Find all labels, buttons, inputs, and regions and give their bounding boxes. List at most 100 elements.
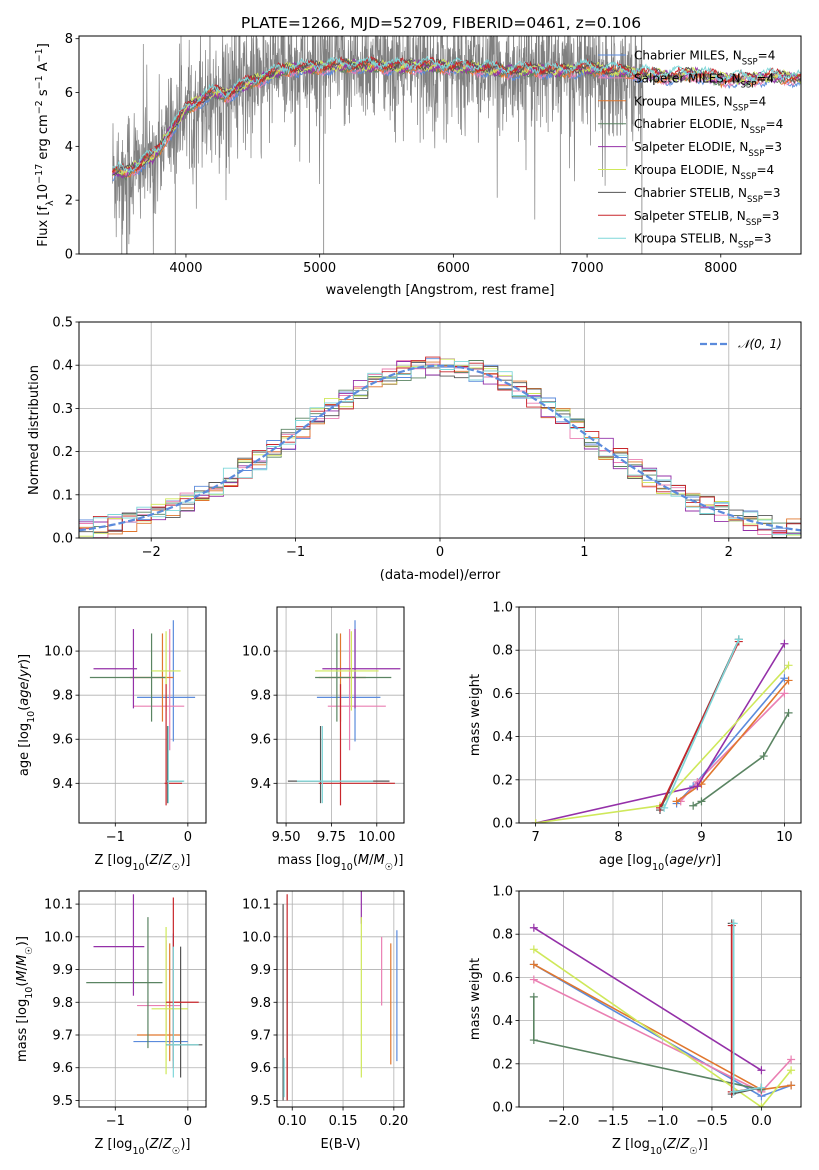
mass-vs-Z-panel-y-label: mass [log10(M/M☉)] [15,936,35,1062]
spectrum-y-label-part: 10 [36,184,51,201]
massweight-vs-age-panel-x-label-part: yr [697,853,713,868]
y-tick-label: 0.4 [52,359,73,374]
residual-histogram-step [79,360,801,538]
spectrum-y-label-part: ] [36,43,51,48]
x-tick-label: −2.0 [548,1114,580,1129]
spectrum-panel-plot-area [111,36,801,254]
y-tick-label: 2 [65,194,73,209]
residual-legend: 𝒩(0, 1) [700,337,782,351]
figure-title: PLATE=1266, MJD=52709, FIBERID=0461, z=0… [241,14,641,32]
y-tick-label: 0.4 [492,730,513,745]
spectrum-y-label: Flux [fλ10−17 erg cm−2 s−1 A−1] [34,43,56,247]
mass-vs-ebv-panel: 0.10 0.15 0.20 9.5 9.6 9.7 9.8 9.9 10.0 10.1 E(B-V… [242,890,408,1152]
massweight-vs-Z-panel-x-label-part: )] [698,1137,708,1152]
x-tick-label: 10 [776,830,793,845]
mass-weight-marker [529,960,538,969]
mass-vs-Z-panel-y-label-part: ( [15,982,30,987]
spectrum-x-label: wavelength [Angstrom, rest frame] [326,283,555,298]
x-tick-label: 0 [436,545,444,560]
mass-weight-marker [780,689,789,698]
y-tick-label: 0.0 [492,1101,513,1116]
age-vs-mass-panel-frame [276,606,405,824]
x-tick-label: −0.5 [696,1114,728,1129]
y-tick-label: 0.0 [52,532,73,547]
y-tick-label: 4 [65,140,73,155]
model-spectrum-line [112,55,801,173]
age-vs-Z-panel-plot-area [89,620,196,806]
y-tick-label: 9.9 [250,963,271,978]
age-vs-Z-panel-y-label-part: yr [17,662,32,678]
mass-vs-Z-panel-x-label-part: Z [149,1137,160,1152]
y-tick-label: 0.3 [52,402,73,417]
mass-weight-marker [729,919,738,928]
y-tick-label: 10.0 [44,645,73,660]
mass-vs-Z-panel-y-label-part: M [15,955,30,966]
mass-weight-marker [529,945,538,954]
y-tick-label: 9.5 [250,1094,271,1109]
spectrum-x-label-part: wavelength [Angstrom, rest frame] [326,283,555,298]
massweight-vs-age-panel-frame [518,606,802,824]
residual-histogram-step [79,356,801,534]
spectrum-y-label-part: −17 [34,164,45,184]
y-tick-label: 10.1 [44,898,73,913]
age-vs-Z-panel: −1 09.49.69.810.0Z [log10(Z/Z☉)]age [log1… [17,606,207,873]
x-tick-label: −1.0 [647,1114,679,1129]
mass-vs-Z-panel-y-label-part: M [15,970,30,981]
mass-vs-Z-panel-x-label-part: Z [log [95,1137,133,1152]
age-vs-Z-panel-x-label-part: Z [149,853,160,868]
y-tick-label: 9.6 [52,733,73,748]
age-vs-Z-panel-x-label-part: / [159,853,164,868]
mass-vs-Z-panel-y-label-part: mass [log [15,999,30,1062]
spectrum-y-label-part: −2 [34,100,45,114]
age-vs-Z-panel-x-label-part: ( [145,853,150,868]
spectrum-y-label-part: Flux [f [36,206,51,247]
spectrum-y-label-part: s [36,89,51,100]
mass-weight-marker [689,801,698,810]
x-tick-label: 7 [531,830,539,845]
x-tick-label: −1.5 [597,1114,629,1129]
y-tick-label: 9.5 [52,1094,73,1109]
legend-label: Salpeter ELODIE, NSSP=3 [634,140,782,159]
legend-label: 𝒩(0, 1) [738,337,782,351]
x-tick-label: 6000 [437,261,470,276]
massweight-vs-age-panel-x-label-part: age [669,853,693,868]
mass-vs-ebv-panel-plot-area [282,891,398,1101]
y-tick-label: 9.8 [52,996,73,1011]
mass-weight-line [692,712,790,807]
massweight-vs-Z-panel-x-label: Z [log10(Z/Z☉)] [612,1137,708,1157]
spectrum-panel-frame [78,35,802,255]
age-vs-mass-panel-x-label-part: M [358,853,369,868]
mass-vs-ebv-panel-x-label-part: E(B-V) [320,1137,360,1152]
x-tick-label: 10.00 [358,830,395,845]
x-tick-label: 8 [614,830,622,845]
massweight-vs-age-panel-y-label: mass weight [468,674,483,756]
massweight-vs-age-panel-plot-area [531,635,793,823]
y-tick-label: 0.2 [52,445,73,460]
mass-vs-Z-panel-x-label-part: / [159,1137,164,1152]
normal-curve [79,364,801,532]
massweight-vs-Z-panel-y-label-part: mass weight [468,958,483,1040]
age-vs-Z-panel-x-label-part: )] [180,853,190,868]
mass-vs-Z-panel-y-label-part: 10 [24,987,35,999]
y-tick-label: 0.8 [492,928,513,943]
mass-weight-marker [759,752,768,761]
mass-vs-Z-panel-x-label-part: 10 [132,1146,144,1157]
y-tick-label: 6 [65,86,73,101]
age-vs-mass-panel-plot-area [287,620,401,806]
y-tick-label: 1.0 [492,885,513,900]
y-tick-label: 10.0 [44,930,73,945]
age-vs-mass-panel-x-label-part: mass [log [278,853,341,868]
massweight-vs-Z-panel-y-label: mass weight [468,958,483,1040]
y-tick-label: 8 [65,32,73,47]
legend-label: Kroupa ELODIE, NSSP=4 [634,163,774,182]
age-vs-Z-panel-x-label-part: Z [162,853,173,868]
mass-weight-marker [531,819,540,823]
x-tick-label: 0.0 [751,1114,772,1129]
y-tick-label: 9.6 [250,733,271,748]
mass-weight-marker [529,1036,538,1045]
x-tick-label: 0.10 [278,1114,307,1129]
age-vs-Z-panel-x-label-part: 10 [132,862,144,873]
massweight-vs-Z-panel: −2.0 −1.5 −1.0 −0.5 0.0 0.0 0.2 0.4 0.6 0.8 1.0 Z [… [468,885,802,1157]
x-tick-label: 4000 [169,261,202,276]
